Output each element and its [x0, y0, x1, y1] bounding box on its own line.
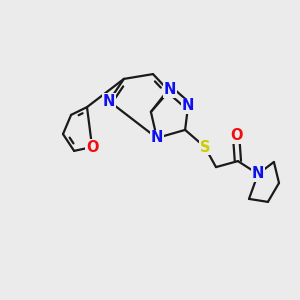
- Text: N: N: [103, 94, 115, 109]
- Text: N: N: [252, 167, 264, 182]
- Text: O: O: [86, 140, 98, 154]
- Text: N: N: [182, 98, 194, 113]
- Text: N: N: [151, 130, 163, 146]
- Text: N: N: [164, 82, 176, 98]
- Text: S: S: [200, 140, 210, 154]
- Text: O: O: [230, 128, 242, 143]
